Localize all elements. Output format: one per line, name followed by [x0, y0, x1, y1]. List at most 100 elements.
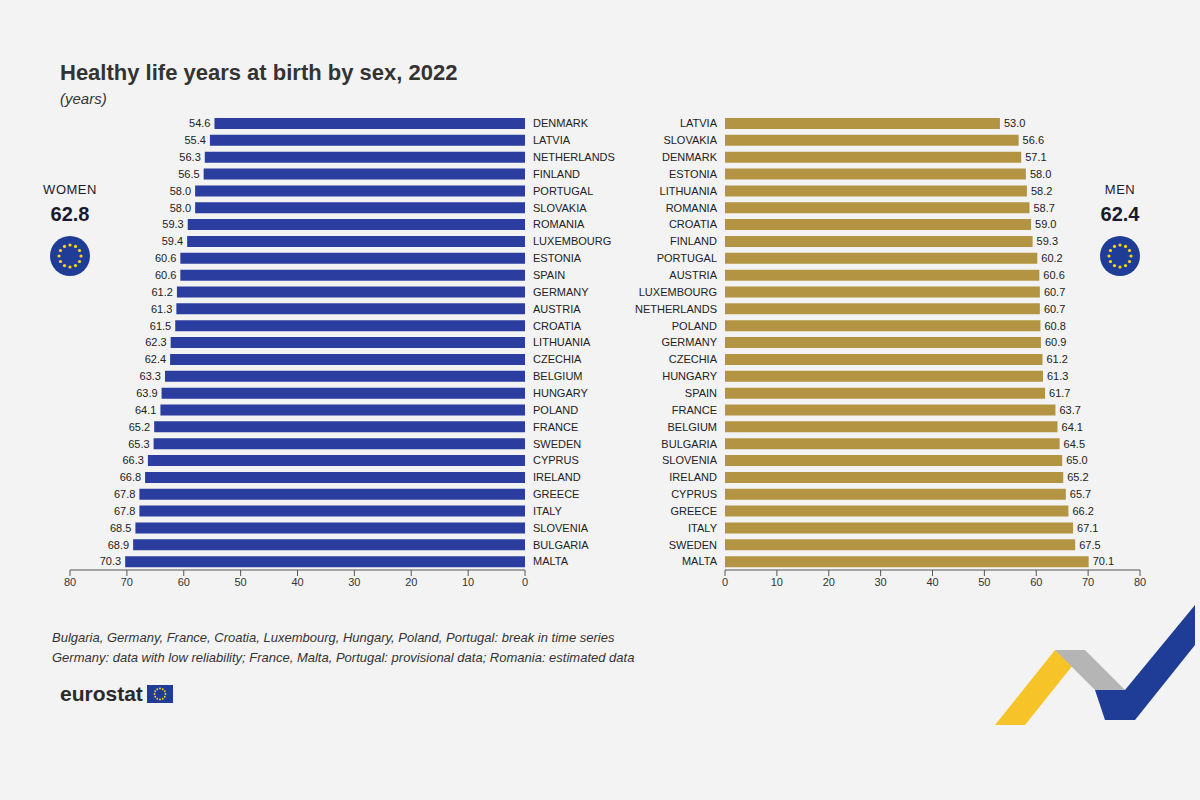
svg-text:0: 0: [722, 576, 728, 588]
svg-text:60.7: 60.7: [1044, 303, 1065, 315]
svg-text:CZECHIA: CZECHIA: [533, 353, 582, 365]
svg-text:60.6: 60.6: [155, 252, 176, 264]
svg-text:60.6: 60.6: [1043, 269, 1064, 281]
svg-text:66.8: 66.8: [120, 471, 141, 483]
svg-text:CZECHIA: CZECHIA: [669, 353, 718, 365]
svg-text:40: 40: [291, 576, 303, 588]
svg-text:80: 80: [64, 576, 76, 588]
svg-text:SWEDEN: SWEDEN: [669, 539, 717, 551]
svg-text:SLOVENIA: SLOVENIA: [662, 454, 718, 466]
svg-text:65.7: 65.7: [1070, 488, 1091, 500]
svg-text:30: 30: [348, 576, 360, 588]
svg-text:63.9: 63.9: [136, 387, 157, 399]
svg-text:BELGIUM: BELGIUM: [533, 370, 583, 382]
svg-text:59.4: 59.4: [162, 235, 183, 247]
svg-text:SLOVAKIA: SLOVAKIA: [533, 202, 587, 214]
svg-text:60: 60: [1030, 576, 1042, 588]
svg-text:CYPRUS: CYPRUS: [533, 454, 579, 466]
svg-text:LUXEMBOURG: LUXEMBOURG: [639, 286, 717, 298]
svg-text:61.7: 61.7: [1049, 387, 1070, 399]
svg-text:66.3: 66.3: [122, 454, 143, 466]
svg-text:64.5: 64.5: [1064, 438, 1085, 450]
svg-text:66.2: 66.2: [1072, 505, 1093, 517]
svg-text:58.7: 58.7: [1034, 202, 1055, 214]
svg-text:61.3: 61.3: [1047, 370, 1068, 382]
svg-text:MALTA: MALTA: [533, 555, 569, 567]
svg-text:LITHUANIA: LITHUANIA: [660, 185, 718, 197]
svg-text:BELGIUM: BELGIUM: [667, 421, 717, 433]
svg-text:57.1: 57.1: [1025, 151, 1046, 163]
svg-text:56.5: 56.5: [178, 168, 199, 180]
svg-text:SPAIN: SPAIN: [533, 269, 565, 281]
svg-text:59.3: 59.3: [1037, 235, 1058, 247]
svg-text:67.5: 67.5: [1079, 539, 1100, 551]
svg-text:LUXEMBOURG: LUXEMBOURG: [533, 235, 611, 247]
svg-text:LATVIA: LATVIA: [533, 134, 571, 146]
svg-text:65.3: 65.3: [128, 438, 149, 450]
svg-text:AUSTRIA: AUSTRIA: [533, 303, 581, 315]
svg-text:61.3: 61.3: [151, 303, 172, 315]
svg-text:NETHERLANDS: NETHERLANDS: [533, 151, 615, 163]
svg-text:62.4: 62.4: [145, 353, 166, 365]
svg-text:70: 70: [121, 576, 133, 588]
svg-text:LITHUANIA: LITHUANIA: [533, 336, 591, 348]
svg-text:GREECE: GREECE: [671, 505, 717, 517]
svg-text:10: 10: [462, 576, 474, 588]
svg-text:PORTUGAL: PORTUGAL: [657, 252, 717, 264]
svg-text:55.4: 55.4: [184, 134, 205, 146]
svg-text:63.7: 63.7: [1059, 404, 1080, 416]
svg-text:65.0: 65.0: [1066, 454, 1087, 466]
svg-text:59.3: 59.3: [162, 218, 183, 230]
svg-text:70.1: 70.1: [1093, 555, 1114, 567]
svg-text:0: 0: [522, 576, 528, 588]
svg-text:GERMANY: GERMANY: [661, 336, 717, 348]
svg-text:58.0: 58.0: [170, 202, 191, 214]
svg-text:56.6: 56.6: [1023, 134, 1044, 146]
svg-text:64.1: 64.1: [135, 404, 156, 416]
svg-text:60.7: 60.7: [1044, 286, 1065, 298]
svg-text:67.1: 67.1: [1077, 522, 1098, 534]
svg-text:FRANCE: FRANCE: [672, 404, 717, 416]
svg-text:30: 30: [875, 576, 887, 588]
svg-text:SWEDEN: SWEDEN: [533, 438, 581, 450]
svg-text:56.3: 56.3: [179, 151, 200, 163]
svg-text:LATVIA: LATVIA: [680, 117, 718, 129]
svg-text:ROMANIA: ROMANIA: [666, 202, 718, 214]
svg-text:68.5: 68.5: [110, 522, 131, 534]
svg-text:PORTUGAL: PORTUGAL: [533, 185, 593, 197]
svg-text:54.6: 54.6: [189, 117, 210, 129]
svg-text:67.8: 67.8: [114, 505, 135, 517]
svg-text:AUSTRIA: AUSTRIA: [669, 269, 717, 281]
svg-text:50: 50: [978, 576, 990, 588]
svg-text:67.8: 67.8: [114, 488, 135, 500]
svg-text:BULGARIA: BULGARIA: [661, 438, 717, 450]
svg-text:IRELAND: IRELAND: [533, 471, 581, 483]
svg-text:FINLAND: FINLAND: [670, 235, 717, 247]
svg-text:20: 20: [405, 576, 417, 588]
svg-text:40: 40: [926, 576, 938, 588]
svg-text:POLAND: POLAND: [672, 320, 717, 332]
svg-text:FRANCE: FRANCE: [533, 421, 578, 433]
svg-text:MALTA: MALTA: [682, 555, 718, 567]
svg-text:59.0: 59.0: [1035, 218, 1056, 230]
svg-text:ESTONIA: ESTONIA: [533, 252, 582, 264]
svg-text:64.1: 64.1: [1062, 421, 1083, 433]
svg-text:CYPRUS: CYPRUS: [671, 488, 717, 500]
svg-text:60: 60: [178, 576, 190, 588]
svg-text:IRELAND: IRELAND: [669, 471, 717, 483]
svg-text:SPAIN: SPAIN: [685, 387, 717, 399]
svg-text:ESTONIA: ESTONIA: [669, 168, 718, 180]
svg-text:GERMANY: GERMANY: [533, 286, 589, 298]
svg-text:60.6: 60.6: [155, 269, 176, 281]
svg-text:58.0: 58.0: [170, 185, 191, 197]
svg-text:58.2: 58.2: [1031, 185, 1052, 197]
svg-text:50: 50: [235, 576, 247, 588]
svg-text:61.5: 61.5: [150, 320, 171, 332]
svg-text:60.8: 60.8: [1044, 320, 1065, 332]
svg-text:70.3: 70.3: [100, 555, 121, 567]
svg-text:ITALY: ITALY: [688, 522, 718, 534]
svg-text:20: 20: [823, 576, 835, 588]
svg-text:CROATIA: CROATIA: [533, 320, 582, 332]
svg-text:FINLAND: FINLAND: [533, 168, 580, 180]
svg-text:NETHERLANDS: NETHERLANDS: [635, 303, 717, 315]
